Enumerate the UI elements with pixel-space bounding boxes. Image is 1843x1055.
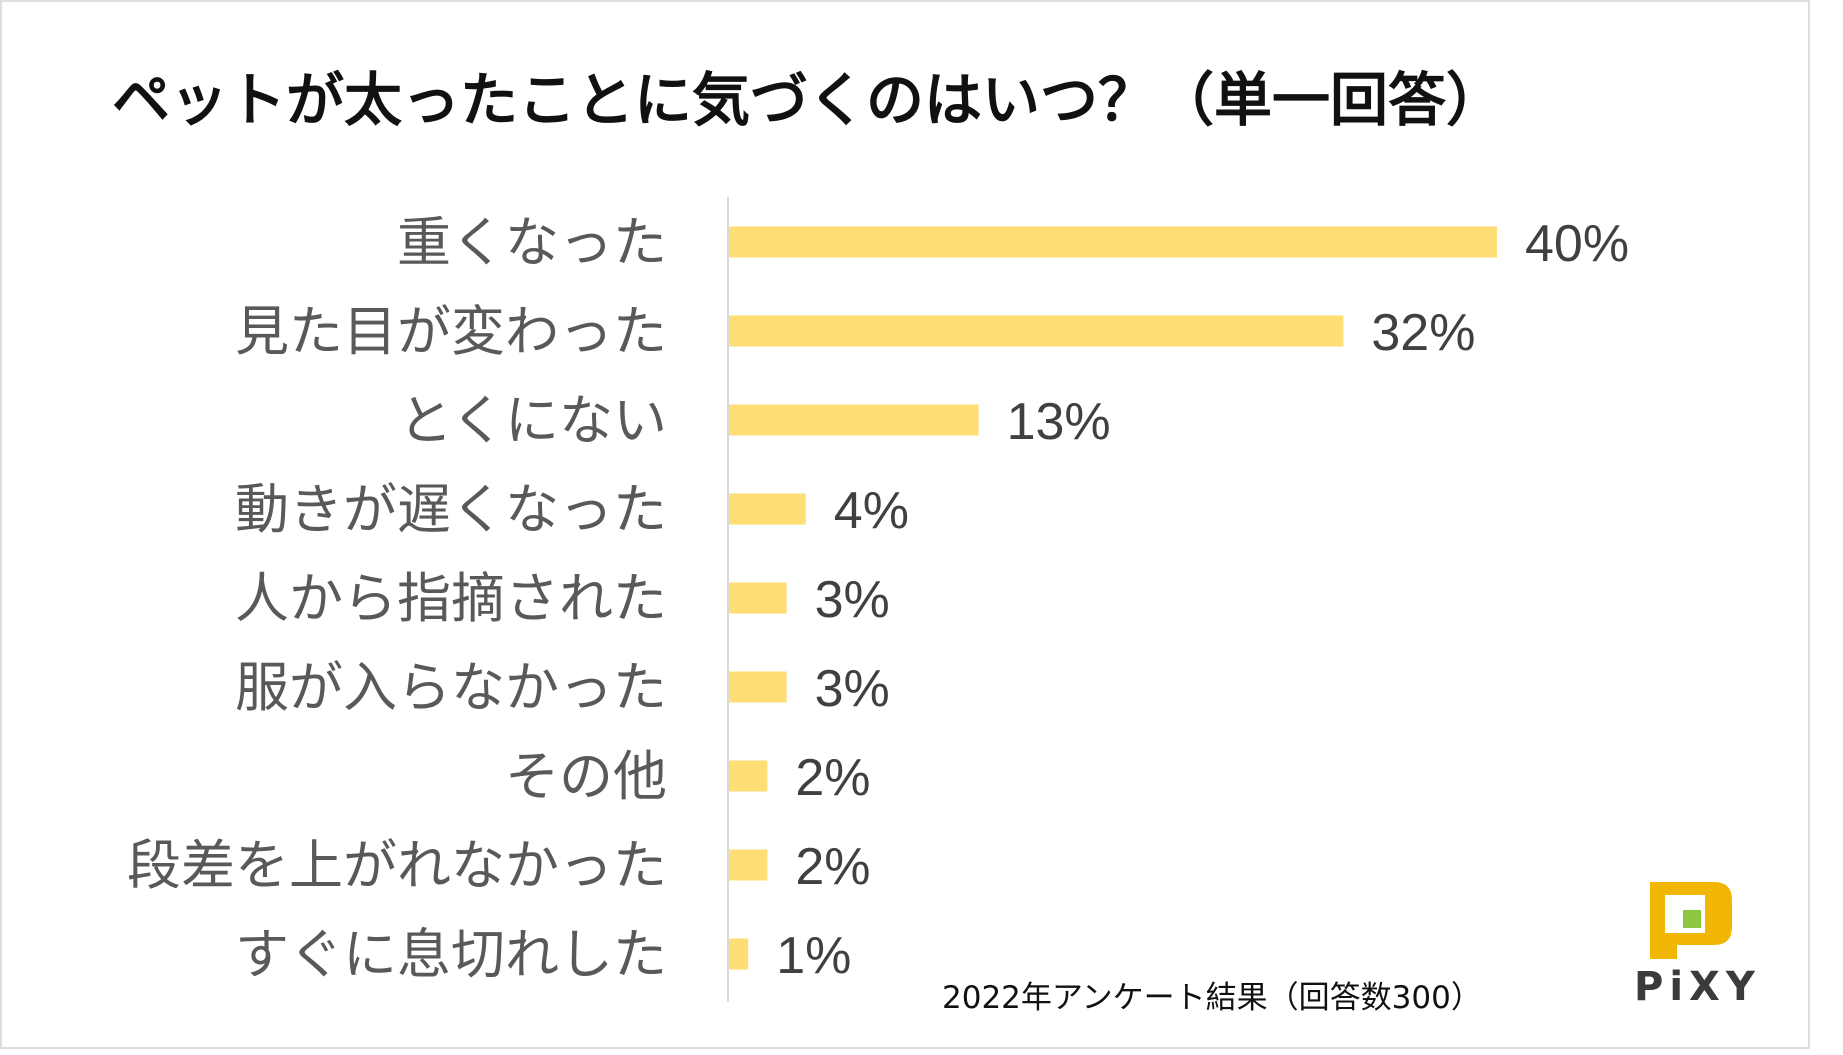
value-label-3: 13% xyxy=(1007,393,1111,451)
value-label-5: 3% xyxy=(815,571,890,629)
bar-7 xyxy=(729,760,768,792)
bar-2 xyxy=(729,315,1344,347)
bar-5 xyxy=(729,582,787,614)
value-label-2: 32% xyxy=(1371,304,1475,362)
bar-3 xyxy=(729,404,979,436)
logo-text: PiXY xyxy=(1634,964,1761,1010)
category-label-1: 重くなった xyxy=(397,211,667,274)
category-label-6: 服が入らなかった xyxy=(235,656,667,719)
value-label-4: 4% xyxy=(834,482,909,540)
category-label-5: 人から指摘された xyxy=(235,567,667,630)
value-label-7: 2% xyxy=(795,749,870,807)
bar-8 xyxy=(729,849,768,881)
footnote: 2022年アンケート結果（回答数300） xyxy=(942,980,1482,1016)
category-label-4: 動きが遅くなった xyxy=(235,478,667,541)
category-labels: 重くなった見た目が変わったとくにない動きが遅くなった人から指摘された服が入らなか… xyxy=(127,211,667,986)
value-labels: 40% 32% 13% 4% 3% 3% 2% 2% 1% xyxy=(776,215,1629,985)
bars-group xyxy=(729,226,1497,970)
value-label-8: 2% xyxy=(795,838,870,896)
value-label-1: 40% xyxy=(1525,215,1629,273)
category-label-3: とくにない xyxy=(399,389,667,452)
category-label-2: 見た目が変わった xyxy=(235,300,667,363)
value-label-6: 3% xyxy=(815,660,890,718)
value-label-9: 1% xyxy=(776,927,851,985)
category-label-9: すぐに息切れした xyxy=(235,923,667,986)
logo-green-square xyxy=(1683,910,1701,928)
bar-9 xyxy=(729,938,749,970)
bar-4 xyxy=(729,493,806,525)
chart-frame: ペットが太ったことに気づくのはいつ？（単一回答） 重くなった見た目が変わったとく… xyxy=(0,0,1810,1049)
pixy-logo: PiXY xyxy=(1634,882,1761,1010)
bar-1 xyxy=(729,226,1497,258)
bar-6 xyxy=(729,671,787,703)
category-label-8: 段差を上がれなかった xyxy=(127,834,667,897)
chart-title: ペットが太ったことに気づくのはいつ？（単一回答） xyxy=(112,66,1504,134)
category-label-7: その他 xyxy=(505,745,667,808)
